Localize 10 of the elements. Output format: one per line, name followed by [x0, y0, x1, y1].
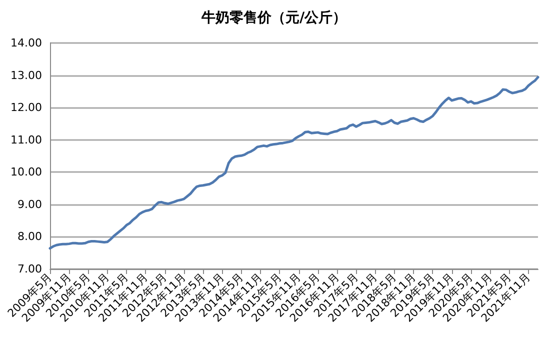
y-tick-label: 13.00 [10, 68, 42, 82]
chart-title: 牛奶零售价（元/公斤） [200, 9, 347, 26]
y-tick-label: 9.00 [18, 198, 42, 211]
y-tick-label: 7.00 [18, 262, 42, 276]
y-tick-label: 14.00 [10, 36, 42, 50]
y-tick-label: 8.00 [18, 230, 42, 244]
y-tick-label: 10.00 [10, 166, 42, 179]
y-tick-label: 11.00 [10, 133, 42, 146]
y-tick-label: 12.00 [10, 101, 42, 114]
line-series [48, 76, 540, 250]
